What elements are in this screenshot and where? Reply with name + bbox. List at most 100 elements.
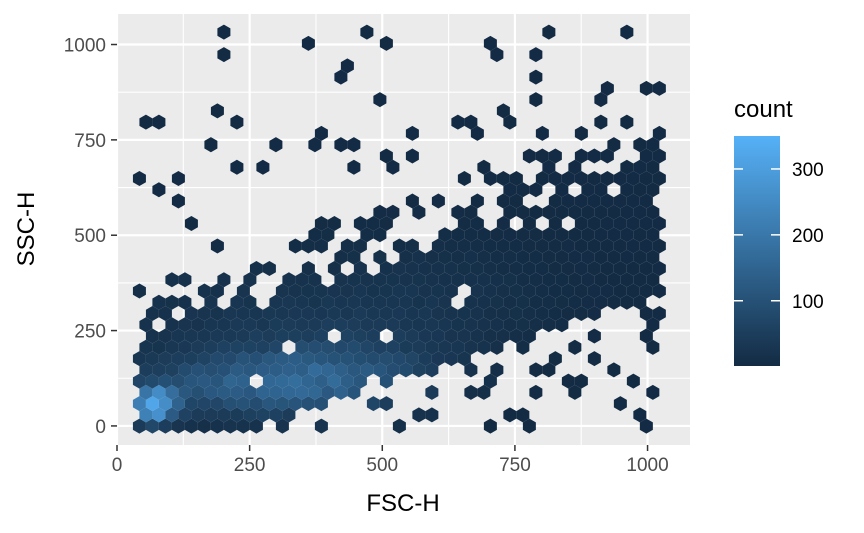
hexbin-cell bbox=[197, 418, 211, 434]
hexbin-cell bbox=[399, 272, 413, 288]
hexbin-cell bbox=[620, 227, 634, 243]
hexbin-cell bbox=[178, 407, 192, 423]
hexbin-cell bbox=[620, 159, 634, 175]
hexbin-cell bbox=[171, 418, 185, 434]
hexbin-cell bbox=[542, 227, 556, 243]
hexbin-cell bbox=[587, 306, 601, 322]
hexbin-cell bbox=[405, 351, 419, 367]
hexbin-cell bbox=[464, 227, 478, 243]
hexbin-cell bbox=[548, 148, 562, 164]
hexbin-cell bbox=[184, 328, 198, 344]
hexbin-cell bbox=[386, 294, 400, 310]
hexbin-cell bbox=[171, 373, 185, 389]
hexbin-cell bbox=[347, 339, 361, 355]
hexbin-cell bbox=[327, 306, 341, 322]
hexbin-cell bbox=[204, 362, 218, 378]
hexbin-cell bbox=[165, 407, 179, 423]
hexbin-cell bbox=[490, 317, 504, 333]
hexbin-cell bbox=[568, 159, 582, 175]
hexbin-cell bbox=[301, 261, 315, 277]
hexbin-cell bbox=[152, 114, 166, 130]
x-axis-title: FSC-H bbox=[366, 490, 439, 517]
hexbin-cell bbox=[470, 215, 484, 231]
hexbin-cell bbox=[269, 137, 283, 153]
hexbin-cell bbox=[158, 306, 172, 322]
hexbin-cell bbox=[191, 407, 205, 423]
hexbin-cell bbox=[139, 407, 153, 423]
hexbin-cell bbox=[262, 351, 276, 367]
hexbin-cell bbox=[353, 373, 367, 389]
hexbin-cell bbox=[594, 114, 608, 130]
hexbin-cell bbox=[587, 283, 601, 299]
hexbin-cell bbox=[444, 261, 458, 277]
hexbin-cell bbox=[620, 182, 634, 198]
y-tick-label: 1000 bbox=[64, 36, 106, 57]
x-tick-label: 1000 bbox=[626, 455, 668, 476]
hexbin-cell bbox=[607, 272, 621, 288]
hexbin-cell bbox=[561, 261, 575, 277]
hexbin-cell bbox=[197, 373, 211, 389]
hexbin-cell bbox=[373, 294, 387, 310]
hexbin-cell bbox=[509, 283, 523, 299]
hexbin-cell bbox=[197, 328, 211, 344]
hexbin-cell bbox=[275, 283, 289, 299]
hexbin-cell bbox=[561, 193, 575, 209]
hexbin-cell bbox=[633, 204, 647, 220]
hexbin-cell bbox=[308, 294, 322, 310]
hexbin-cell bbox=[594, 182, 608, 198]
hexbin-cell bbox=[587, 193, 601, 209]
hexbin-cell bbox=[392, 238, 406, 254]
hexbin-cell bbox=[314, 215, 328, 231]
y-tick-label: 0 bbox=[95, 417, 106, 438]
hexbin-cell bbox=[529, 92, 543, 108]
hexbin-cell bbox=[633, 182, 647, 198]
hexbin-cell bbox=[392, 261, 406, 277]
hexbin-cell bbox=[249, 351, 263, 367]
hexbin-cell bbox=[568, 339, 582, 355]
hexbin-cell bbox=[308, 384, 322, 400]
legend: count 100 200 300 bbox=[734, 96, 824, 366]
hexbin-cell bbox=[282, 362, 296, 378]
hexbin-cell bbox=[425, 384, 439, 400]
hexbin-cell bbox=[652, 238, 666, 254]
hexbin-cell bbox=[334, 362, 348, 378]
hexbin-cell bbox=[652, 306, 666, 322]
hexbin-cell bbox=[165, 339, 179, 355]
hexbin-cell bbox=[639, 283, 653, 299]
hexbin-cell bbox=[204, 407, 218, 423]
hexbin-cell bbox=[490, 249, 504, 265]
hexbin-cell bbox=[152, 384, 166, 400]
hexbin-cell bbox=[301, 35, 315, 51]
hexbin-cell bbox=[249, 306, 263, 322]
hexbin-cell bbox=[574, 283, 588, 299]
hexbin-cell bbox=[639, 328, 653, 344]
hexbin-cell bbox=[256, 339, 270, 355]
hexbin-cell bbox=[633, 272, 647, 288]
hexbin-cell bbox=[503, 227, 517, 243]
hexbin-cell bbox=[451, 272, 465, 288]
hexbin-cell bbox=[243, 294, 257, 310]
hexbin-cell bbox=[249, 396, 263, 412]
hexbin-cell bbox=[405, 238, 419, 254]
hexbin-cell bbox=[392, 283, 406, 299]
hexbin-cell bbox=[197, 396, 211, 412]
hexbin-cell bbox=[314, 351, 328, 367]
hexbin-cell bbox=[535, 306, 549, 322]
hexbin-cell bbox=[639, 148, 653, 164]
hexbin-cell bbox=[574, 215, 588, 231]
hexbin-cell bbox=[581, 204, 595, 220]
hexbin-cell bbox=[373, 227, 387, 243]
hexbin-cell bbox=[327, 351, 341, 367]
hexbin-cell bbox=[184, 396, 198, 412]
hexbin-cell bbox=[282, 407, 296, 423]
hexbin-cell bbox=[327, 215, 341, 231]
hexbin-cell bbox=[210, 373, 224, 389]
hexbin-cell bbox=[535, 170, 549, 186]
hexbin-cell bbox=[542, 159, 556, 175]
hexbin-cell bbox=[529, 362, 543, 378]
hexbin-cell bbox=[152, 407, 166, 423]
hexbin-cell bbox=[470, 306, 484, 322]
hexbin-cell bbox=[347, 294, 361, 310]
legend-tick-label: 300 bbox=[792, 160, 824, 181]
hexbin-cell bbox=[334, 249, 348, 265]
